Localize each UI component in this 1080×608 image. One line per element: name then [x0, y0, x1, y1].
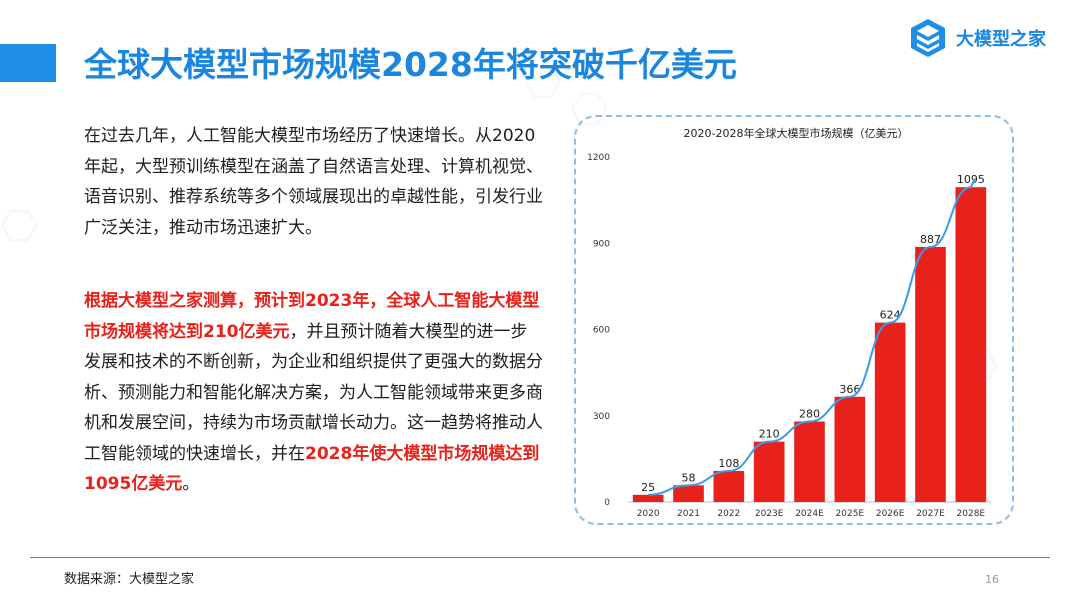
- data-label: 210: [759, 428, 780, 441]
- y-tick-label: 900: [593, 239, 610, 249]
- data-label: 887: [920, 233, 941, 246]
- bar: [874, 322, 906, 502]
- intro-paragraph: 在过去几年，人工智能大模型市场经历了快速增长。从2020年起，大型预训练模型在涵…: [84, 126, 543, 238]
- title-accent-bar: [0, 44, 56, 82]
- data-label: 624: [880, 309, 901, 322]
- chart-container: 2020-2028年全球大模型市场规模（亿美元） 0 300 600 900 1200 …: [574, 115, 1014, 525]
- data-label: 1095: [957, 173, 985, 186]
- page-number: 16: [985, 573, 999, 586]
- bar: [915, 246, 946, 502]
- bar: [753, 441, 785, 502]
- x-tick-label: 2028E: [957, 509, 986, 519]
- data-label: 280: [799, 408, 820, 421]
- y-tick-label: 600: [593, 326, 610, 336]
- x-tick-label: 2026E: [876, 509, 905, 519]
- highlight-2023: 根据大模型之家测算，预计到2023年，全球人工智能大模型市场规模将达到210亿美…: [84, 291, 540, 342]
- y-tick-label: 0: [604, 498, 610, 508]
- paragraph-text: ，并且预计随着大模型的进一步发展和技术的不断创新，为企业和组织提供了更强大的数据…: [84, 321, 543, 464]
- x-tick-label: 2025E: [836, 509, 865, 519]
- page-title: 全球大模型市场规模2028年将突破千亿美元: [84, 45, 737, 84]
- data-label: 108: [718, 457, 739, 470]
- x-tick-label: 2022: [717, 509, 740, 519]
- watermark: ⬡: [0, 193, 49, 258]
- x-tick-label: 2021: [677, 509, 700, 519]
- trend-line: [648, 178, 976, 496]
- forecast-paragraph: 根据大模型之家测算，预计到2023年，全球人工智能大模型市场规模将达到210亿美…: [84, 286, 544, 500]
- x-tick-label: 2020: [637, 509, 660, 519]
- footer-divider: [30, 557, 1050, 558]
- brand-logo: 大模型之家: [906, 16, 1046, 60]
- data-label: 366: [839, 383, 860, 396]
- y-tick-label: 1200: [587, 153, 610, 163]
- bar: [713, 470, 745, 502]
- cube-stack-icon: [911, 19, 945, 57]
- data-label: 25: [641, 481, 655, 494]
- paragraph-end: 。: [182, 474, 200, 494]
- data-source: 数据来源：大模型之家: [64, 572, 195, 587]
- data-label: 58: [682, 471, 696, 484]
- x-tick-label: 2023E: [755, 509, 784, 519]
- logo-text: 大模型之家: [956, 29, 1046, 50]
- bar: [673, 485, 704, 502]
- chart-title: 2020-2028年全球大模型市场规模（亿美元）: [684, 126, 909, 140]
- x-tick-label: 2024E: [795, 509, 824, 519]
- bar: [632, 494, 664, 502]
- y-tick-label: 300: [593, 412, 610, 422]
- bar: [794, 421, 825, 502]
- bar: [955, 187, 987, 502]
- bar: [834, 396, 866, 502]
- x-tick-label: 2027E: [916, 509, 945, 519]
- market-size-chart: 2020-2028年全球大模型市场规模（亿美元） 03006009001200 …: [587, 126, 991, 519]
- highlight-2028: 2028年使大模型市场规模达到1095亿美元: [84, 443, 540, 495]
